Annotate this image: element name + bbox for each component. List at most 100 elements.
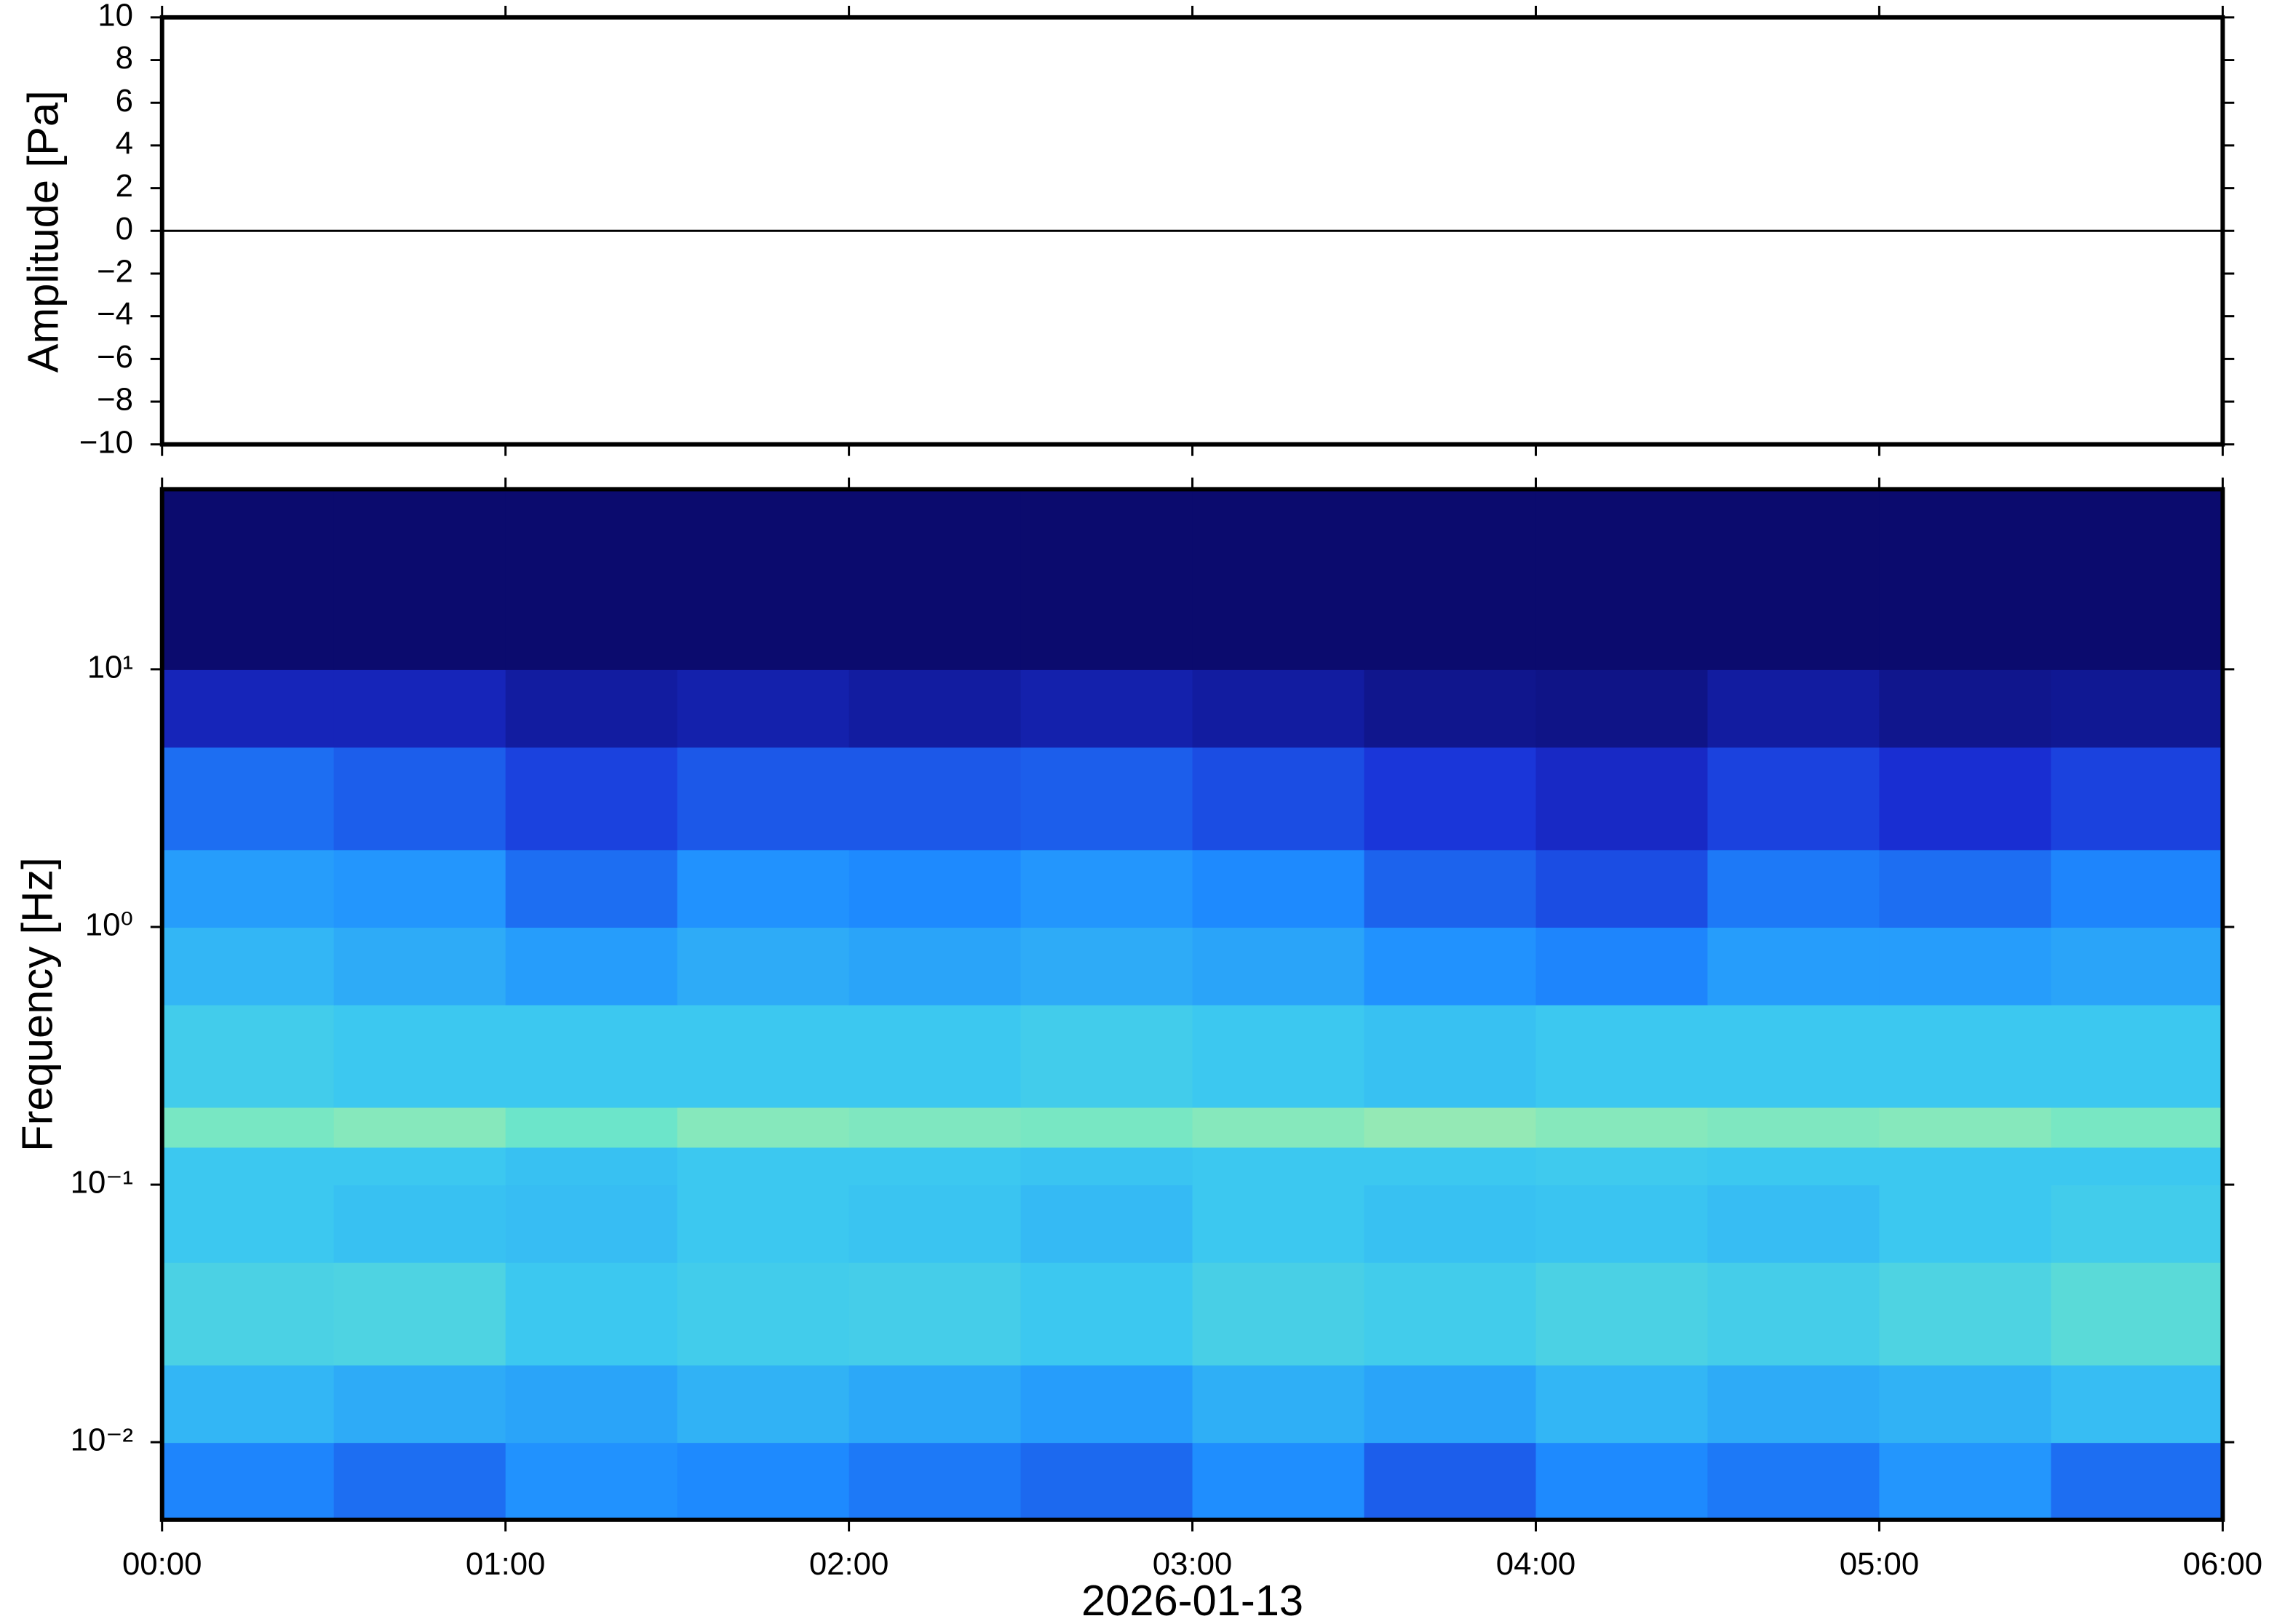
spectrogram-cell bbox=[849, 1107, 1022, 1148]
spectrogram-cell bbox=[505, 1262, 678, 1366]
spectrogram-cell bbox=[849, 747, 1022, 851]
spectrogram-cell bbox=[1535, 489, 1709, 670]
y-tick-label: 10 bbox=[98, 0, 133, 33]
spectrogram-cell bbox=[333, 1147, 506, 1186]
spectrogram-cell bbox=[333, 669, 506, 748]
x-tick-label: 03:00 bbox=[1153, 1546, 1232, 1582]
spectrogram-cell bbox=[1535, 747, 1709, 851]
spectrogram-cell bbox=[1364, 1004, 1537, 1108]
spectrogram-cell bbox=[1707, 926, 1880, 1006]
spectrogram-cell bbox=[1192, 1262, 1365, 1366]
spectrogram-cell bbox=[849, 1364, 1022, 1444]
spectrogram-cell bbox=[677, 1004, 850, 1108]
spectrogram-cell bbox=[677, 489, 850, 670]
y-tick-label: 2 bbox=[116, 168, 133, 204]
y-tick-label: 0 bbox=[116, 211, 133, 247]
spectrogram-cell bbox=[1707, 1442, 1880, 1521]
spectrogram-cell bbox=[677, 747, 850, 851]
x-tick-label: 01:00 bbox=[466, 1546, 545, 1582]
spectrogram-cell bbox=[1879, 1004, 2052, 1108]
spectrogram-cell bbox=[677, 1442, 850, 1521]
spectrogram-cell bbox=[1020, 747, 1193, 851]
spectrogram-cell bbox=[162, 1364, 335, 1444]
spectrogram-cell bbox=[849, 1185, 1022, 1263]
spectrogram-cell bbox=[677, 1364, 850, 1444]
spectrogram-cell bbox=[162, 1004, 335, 1108]
spectrogram-cell bbox=[849, 1262, 1022, 1366]
spectrogram-cell bbox=[1020, 1262, 1193, 1366]
spectrogram-cell bbox=[1879, 747, 2052, 851]
x-tick-label: 02:00 bbox=[809, 1546, 889, 1582]
spectrogram-cell bbox=[1020, 669, 1193, 748]
spectrogram-cell bbox=[849, 849, 1022, 928]
spectrogram-cell bbox=[162, 1107, 335, 1148]
spectrogram-cell bbox=[2051, 926, 2224, 1006]
spectrogram-cell bbox=[1879, 1262, 2052, 1366]
spectrogram-cell bbox=[2051, 489, 2224, 670]
y-tick-label: 8 bbox=[116, 40, 133, 76]
spectrogram-cell bbox=[1192, 747, 1365, 851]
spectrogram-cell bbox=[2051, 1262, 2224, 1366]
spectrogram-cell bbox=[1707, 849, 1880, 928]
spectrogram-cell bbox=[1020, 1185, 1193, 1263]
spectrogram-cell bbox=[1879, 1442, 2052, 1521]
y-tick-label: 6 bbox=[116, 83, 133, 119]
spectrogram-cell bbox=[1879, 489, 2052, 670]
spectrogram-cell bbox=[677, 1107, 850, 1148]
spectrogram-cell bbox=[849, 1147, 1022, 1186]
spectrogram-cell bbox=[2051, 1004, 2224, 1108]
spectrogram-cell bbox=[162, 1147, 335, 1186]
spectrogram-cell bbox=[333, 926, 506, 1006]
spectrogram-cell bbox=[1020, 1107, 1193, 1148]
spectrogram-cell bbox=[2051, 669, 2224, 748]
x-axis-label: 2026-01-13 bbox=[1081, 1576, 1303, 1624]
spectrogram-cell bbox=[2051, 747, 2224, 851]
spectrogram-cell bbox=[1707, 1364, 1880, 1444]
spectrogram-cell bbox=[677, 849, 850, 928]
spectrogram-cell bbox=[1535, 926, 1709, 1006]
spectrogram-cell bbox=[333, 489, 506, 670]
spectrogram-cell bbox=[1879, 849, 2052, 928]
y-tick-label: −6 bbox=[97, 339, 133, 375]
y-tick-label: 10¹ bbox=[87, 649, 133, 685]
spectrogram-cell bbox=[505, 1185, 678, 1263]
spectrogram-cell bbox=[162, 849, 335, 928]
spectrogram-cell bbox=[1364, 747, 1537, 851]
spectrogram-cell bbox=[1020, 1442, 1193, 1521]
y-tick-label: 10⁰ bbox=[85, 907, 133, 943]
spectrogram-cell bbox=[162, 669, 335, 748]
spectrogram-cell bbox=[1364, 669, 1537, 748]
spectrogram-cell bbox=[1707, 747, 1880, 851]
spectrogram-cell bbox=[162, 489, 335, 670]
spectrogram-cell bbox=[849, 1004, 1022, 1108]
spectrogram-cell bbox=[1879, 669, 2052, 748]
spectrogram-cell bbox=[1535, 1185, 1709, 1263]
spectrogram-cell bbox=[1020, 489, 1193, 670]
spectrogram-cell bbox=[1364, 489, 1537, 670]
spectrogram-cell bbox=[1707, 1262, 1880, 1366]
spectrogram-cell bbox=[1192, 926, 1365, 1006]
spectrogram-cell bbox=[1535, 1147, 1709, 1186]
spectrogram-cell bbox=[1364, 1185, 1537, 1263]
spectrogram-cell bbox=[505, 1442, 678, 1521]
spectrogram-cell bbox=[1879, 1185, 2052, 1263]
spectrogram-cell bbox=[1707, 669, 1880, 748]
spectrogram-cell bbox=[677, 1262, 850, 1366]
spectrogram-cell bbox=[1192, 1185, 1365, 1263]
spectrogram-cell bbox=[505, 1004, 678, 1108]
spectrogram-cell bbox=[333, 1364, 506, 1444]
y-tick-label: −8 bbox=[97, 382, 133, 418]
spectrogram-cell bbox=[1020, 926, 1193, 1006]
spectrogram-cell bbox=[1707, 1107, 1880, 1148]
y-tick-label: 4 bbox=[116, 125, 133, 161]
spectrogram-cell bbox=[1192, 1364, 1365, 1444]
spectrogram-cell bbox=[1364, 1147, 1537, 1186]
spectrogram-cell bbox=[1707, 1185, 1880, 1263]
spectrogram-cell bbox=[1707, 489, 1880, 670]
y-tick-label: 10⁻¹ bbox=[71, 1165, 133, 1201]
spectrogram-cell bbox=[1707, 1004, 1880, 1108]
spectrogram-cell bbox=[1192, 1442, 1365, 1521]
spectrogram-cell bbox=[2051, 1185, 2224, 1263]
spectrogram-cell bbox=[2051, 1147, 2224, 1186]
